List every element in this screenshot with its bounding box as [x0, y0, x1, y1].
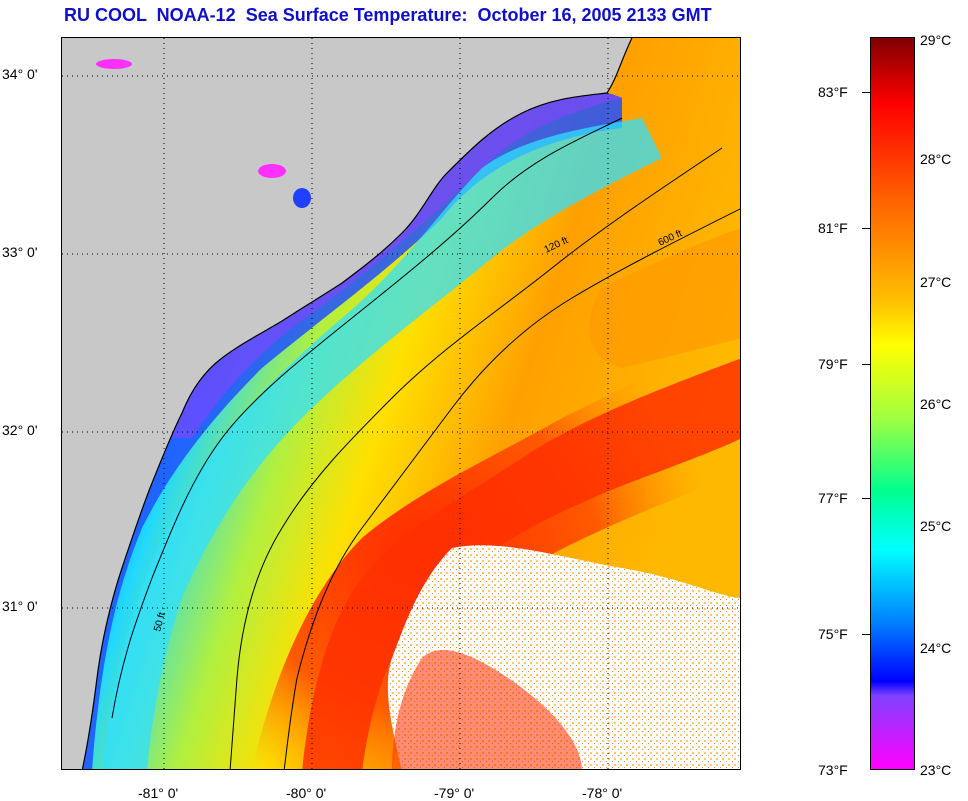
shelf-water [102, 118, 662, 769]
longitude-label: -81° 0' [138, 785, 179, 801]
gulf-stream-core [302, 358, 740, 769]
offshore-warm [589, 228, 740, 368]
celsius-label: 24°C [920, 640, 952, 656]
inland-lake [96, 59, 132, 69]
fahrenheit-label: 75°F [818, 626, 848, 642]
colorbar-gradient [871, 38, 914, 769]
inland-lake [293, 188, 311, 208]
fahrenheit-label: 79°F [818, 356, 848, 372]
land-mass [62, 38, 632, 769]
map-title: RU COOL NOAA-12 Sea Surface Temperature:… [64, 5, 712, 25]
colorbar-tick [862, 364, 870, 365]
celsius-label: 28°C [920, 151, 952, 167]
contour-120ft [229, 147, 723, 769]
inland-lake [258, 164, 286, 178]
latitude-label: 34° 0' [2, 66, 38, 82]
longitude-label: -79° 0' [434, 785, 475, 801]
latitude-label: 32° 0' [2, 422, 38, 438]
celsius-label: 29°C [920, 32, 952, 48]
sst-map: 50 ft 120 ft 600 ft [61, 37, 741, 770]
colorbar-tick [862, 498, 870, 499]
sst-map-canvas: 50 ft 120 ft 600 ft [62, 38, 740, 769]
contour-label: 50 ft [152, 611, 168, 633]
graticule [62, 38, 740, 769]
celsius-label: 23°C [920, 762, 952, 778]
celsius-label: 26°C [920, 396, 952, 412]
latitude-label: 33° 0' [2, 244, 38, 260]
fahrenheit-label: 77°F [818, 490, 848, 506]
temperature-colorbar [870, 37, 915, 770]
celsius-label: 25°C [920, 518, 952, 534]
colorbar-tick [862, 634, 870, 635]
cloud-edge-warm [392, 650, 582, 769]
contour-600ft [283, 208, 740, 769]
colorbar-tick [862, 92, 870, 93]
celsius-label: 27°C [920, 274, 952, 290]
latitude-label: 31° 0' [2, 598, 38, 614]
contour-50ft [111, 117, 623, 719]
fahrenheit-label: 81°F [818, 220, 848, 236]
fahrenheit-label: 73°F [818, 762, 848, 778]
longitude-label: -80° 0' [286, 785, 327, 801]
fahrenheit-label: 83°F [818, 84, 848, 100]
coastline [81, 38, 633, 769]
colorbar-tick [862, 228, 870, 229]
longitude-label: -78° 0' [582, 785, 623, 801]
